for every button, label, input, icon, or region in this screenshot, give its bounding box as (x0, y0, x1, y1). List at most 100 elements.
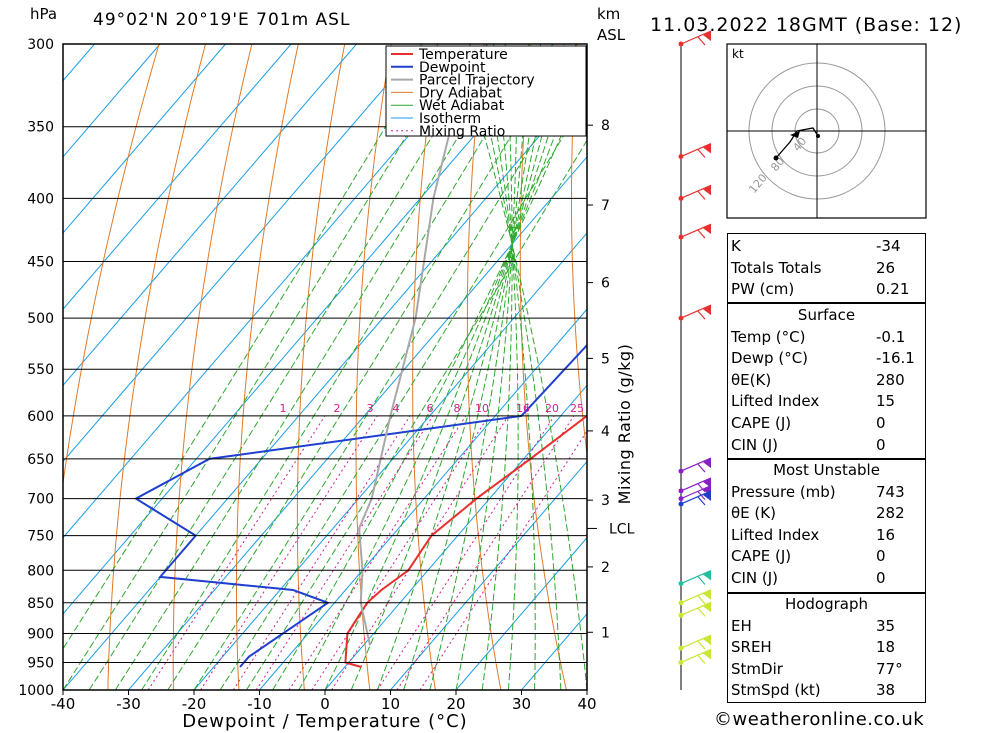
wind-barb-pennant (703, 305, 711, 316)
legend-entry-label: Dewpoint (419, 60, 486, 76)
wind-barb-feather (697, 190, 706, 200)
wind-barb-shaft (680, 477, 712, 492)
mixing-ratio-line (200, 415, 378, 690)
hodo-row: StmSpd (kt) 38 (727, 680, 926, 702)
mu-row: Pressure (mb) 743 (727, 482, 926, 504)
isotherm-line (63, 44, 488, 539)
indices-box (727, 233, 926, 303)
wet-adiabat-line (324, 44, 577, 690)
pw-row: PW (cm) 0.21 (727, 279, 926, 301)
wet-adiabat-line (193, 52, 587, 690)
mixing-ratio-value-label: 1 (280, 402, 287, 415)
surface-label: CIN (J) (731, 435, 779, 454)
hodo-value: 38 (876, 681, 896, 700)
k-index-row: K -34 (727, 236, 926, 258)
x-tick-label: -30 (116, 695, 141, 713)
wind-barb-feather (697, 576, 706, 585)
mixing-ratio-axis-label: Mixing Ratio (g/kg) (615, 344, 634, 505)
wind-barb-feather (697, 607, 706, 617)
location-title: 49°02'N 20°19'E 701m ASL (93, 10, 350, 30)
mixing-ratio-value-label: 8 (454, 402, 461, 415)
hodograph-trace (775, 127, 819, 159)
dry-adiabat-line (948, 44, 1000, 690)
x-tick-label: 20 (446, 695, 465, 713)
datetime-title: 11.03.2022 18GMT (Base: 12) (650, 14, 962, 36)
storm-motion-marker (790, 131, 800, 138)
isotherm-line (193, 232, 587, 690)
mixing-ratio-value-label: 20 (545, 402, 559, 415)
wind-barb-shaft (680, 634, 712, 649)
dry-adiabat-line (296, 44, 346, 690)
km-tick-label: 7 (601, 198, 610, 214)
mu-row: CAPE (J) 0 (727, 546, 926, 568)
pressure-tick-label: 1000 (18, 683, 54, 699)
pressure-tick-label: 600 (27, 409, 54, 425)
wind-barb-pennant (703, 602, 711, 613)
skewt-axes: 3003504004505005506006507007508008509009… (18, 37, 596, 713)
x-tick-label: 30 (512, 695, 531, 713)
k-index-value: -34 (876, 237, 901, 255)
mixing-ratio-labels: 1 2 3 4 6 8 10 16 20 25 (280, 402, 585, 415)
wind-barb-shaft (680, 457, 712, 472)
x-tick-label: 0 (320, 695, 330, 713)
surface-row: Temp (°C) -0.1 (727, 327, 926, 349)
pressure-tick-label: 750 (27, 529, 54, 545)
totals-row: Totals Totals 26 (727, 258, 926, 280)
pressure-unit-label: hPa (30, 5, 57, 23)
dry-adiabat-line (571, 44, 587, 458)
x-tick-label: 40 (577, 695, 596, 713)
isotherm-line (259, 308, 587, 690)
wind-barb-pennant (703, 224, 711, 235)
mixing-ratio-value-label: 16 (516, 402, 530, 415)
mu-row: θE (K) 282 (727, 503, 926, 525)
mixing-ratio-line (288, 415, 467, 690)
surface-label: Temp (°C) (731, 327, 806, 346)
surface-label: Dewp (°C) (731, 349, 809, 368)
surface-value: -0.1 (876, 327, 906, 346)
hodo-label: SREH (731, 638, 772, 657)
mu-row: CIN (J) 0 (727, 568, 926, 590)
temperature-series (344, 414, 587, 668)
pressure-tick-label: 550 (27, 362, 54, 378)
mu-label: θE (K) (731, 504, 776, 523)
wind-barb-shaft (680, 184, 712, 199)
hodo-row: EH 35 (727, 616, 926, 638)
wet-adiabat-line (245, 139, 587, 690)
wind-barb-shaft (680, 304, 712, 319)
surface-row: CIN (J) 0 (727, 435, 926, 457)
mixing-ratio-line (255, 415, 434, 690)
km-tick-label: 2 (601, 560, 610, 576)
isotherm-line (63, 44, 161, 158)
surface-table: Surface Temp (°C) -0.1 Dewp (°C) -16.1 θE(… (727, 305, 926, 456)
wind-barb-pennant (703, 31, 711, 41)
wet-adiabat-line (272, 73, 587, 690)
isotherm-line (324, 384, 587, 690)
legend-entry-label: Parcel Trajectory (419, 73, 535, 89)
wind-barb-feather (697, 463, 706, 473)
hodo-label: StmDir (731, 659, 783, 678)
surface-label: CAPE (J) (731, 413, 792, 432)
wet-adiabat-line (493, 44, 519, 690)
most-unstable-table: Most Unstable Pressure (mb) 743 θE (K) 282… (727, 460, 926, 590)
wind-barb-pennant (703, 649, 711, 660)
wind-barb-column (678, 30, 712, 690)
pressure-tick-label: 650 (27, 452, 54, 468)
hodograph-unit: kt (732, 47, 744, 61)
asl-unit-label: ASL (597, 26, 626, 44)
mixing-ratio-value-label: 4 (393, 402, 400, 415)
wet-adiabat-line (167, 44, 567, 690)
km-tick-label: 1 (601, 625, 610, 641)
wind-barb-feather (697, 595, 706, 605)
pressure-tick-label: 400 (27, 191, 54, 207)
isotherm-line (0, 44, 29, 690)
mu-value: 0 (876, 568, 886, 587)
mixing-ratio-line (147, 415, 326, 690)
mu-value: 0 (876, 547, 886, 566)
mixing-ratio-value-label: 3 (367, 402, 374, 415)
dry-adiabat-line (412, 44, 439, 690)
wind-barb-feather (697, 483, 706, 493)
totals-label: Totals Totals (731, 258, 822, 277)
hodograph-point (773, 155, 779, 161)
wind-barb-shaft (680, 589, 712, 604)
